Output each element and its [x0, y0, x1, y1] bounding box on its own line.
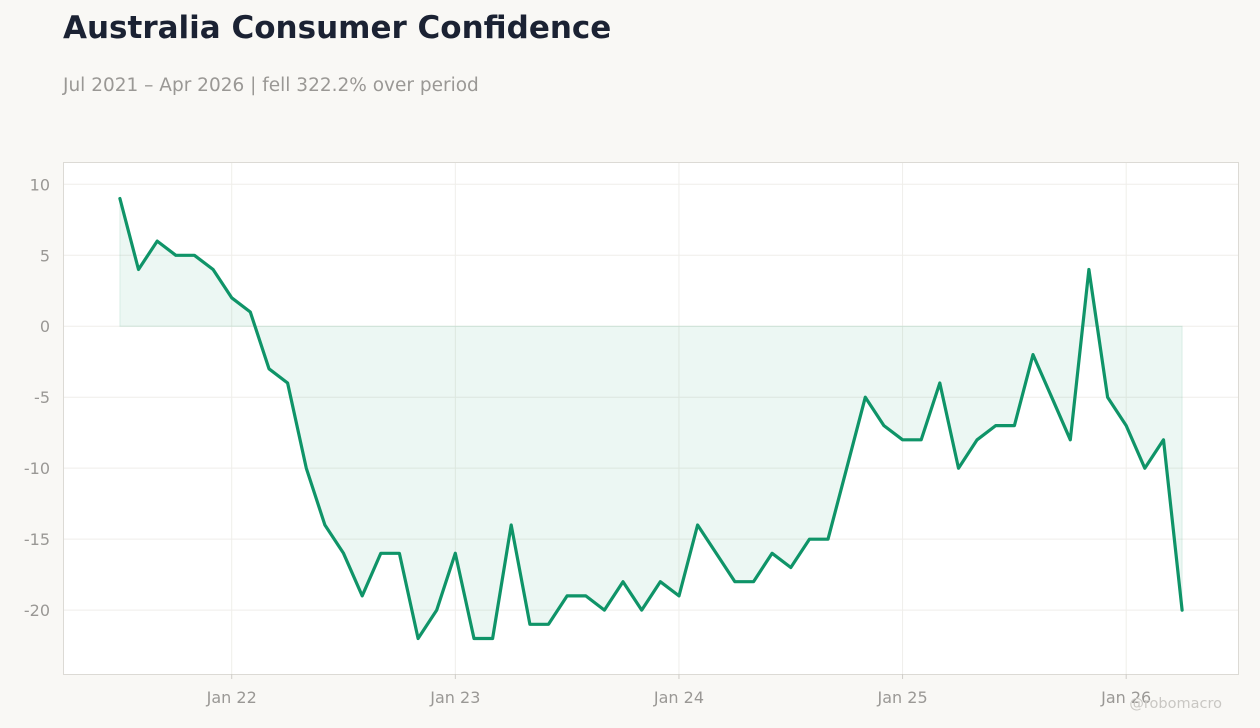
data-point — [920, 438, 923, 441]
data-point — [174, 254, 177, 257]
data-point — [957, 467, 960, 470]
data-point — [1032, 353, 1035, 356]
data-point — [566, 594, 569, 597]
x-tick-label: Jan 22 — [206, 688, 257, 707]
data-point — [882, 424, 885, 427]
data-point — [659, 580, 662, 583]
data-point — [118, 197, 121, 200]
data-point — [584, 594, 587, 597]
x-axis-tick-labels: Jan 22 Jan 23 Jan 24 Jan 25 Jan 26 — [206, 688, 1152, 707]
x-tick-label: Jan 23 — [429, 688, 480, 707]
data-point — [1125, 424, 1128, 427]
data-point — [1087, 268, 1090, 271]
data-point — [678, 594, 681, 597]
data-point — [696, 524, 699, 527]
data-point — [193, 254, 196, 257]
data-point — [622, 580, 625, 583]
data-point — [510, 524, 513, 527]
chart-title: Australia Consumer Confidence — [63, 10, 612, 46]
data-point — [268, 367, 271, 370]
data-point — [361, 594, 364, 597]
data-point — [473, 637, 476, 640]
plot-area — [63, 162, 1239, 675]
data-point — [1143, 467, 1146, 470]
chart-subtitle: Jul 2021 – Apr 2026 | fell 322.2% over p… — [63, 75, 479, 96]
y-tick-label: 10 — [30, 175, 50, 194]
data-point — [454, 552, 457, 555]
data-point — [938, 382, 941, 385]
data-point — [1181, 609, 1184, 612]
grid-lines — [64, 163, 1238, 679]
data-point — [1162, 438, 1165, 441]
data-point — [528, 623, 531, 626]
data-point — [249, 311, 252, 314]
x-tick-label: Jan 25 — [877, 688, 928, 707]
data-point — [379, 552, 382, 555]
data-point — [230, 296, 233, 299]
data-point — [342, 552, 345, 555]
data-point — [994, 424, 997, 427]
data-point — [603, 609, 606, 612]
data-point — [901, 438, 904, 441]
data-point — [864, 396, 867, 399]
data-point — [305, 467, 308, 470]
data-point — [286, 382, 289, 385]
data-point — [845, 467, 848, 470]
y-axis-tick-labels: 10 5 0 -5 -10 -15 -20 — [24, 175, 50, 620]
data-point — [1050, 396, 1053, 399]
data-point — [752, 580, 755, 583]
data-point — [976, 438, 979, 441]
x-tick-label: Jan 26 — [1100, 688, 1151, 707]
y-tick-label: 5 — [40, 246, 50, 265]
data-point — [417, 637, 420, 640]
data-point — [323, 524, 326, 527]
y-tick-label: -5 — [34, 388, 50, 407]
data-point — [1013, 424, 1016, 427]
data-point — [640, 609, 643, 612]
data-point — [827, 538, 830, 541]
data-point — [715, 552, 718, 555]
data-point — [398, 552, 401, 555]
data-point — [1106, 396, 1109, 399]
data-point — [789, 566, 792, 569]
y-tick-label: 0 — [40, 317, 50, 336]
data-point — [435, 609, 438, 612]
data-point — [137, 268, 140, 271]
data-point — [808, 538, 811, 541]
watermark: @robomacro — [1129, 696, 1222, 712]
data-point — [771, 552, 774, 555]
x-tick-label: Jan 24 — [653, 688, 704, 707]
data-point — [491, 637, 494, 640]
data-point — [733, 580, 736, 583]
data-point — [1069, 438, 1072, 441]
y-tick-label: -10 — [24, 459, 50, 478]
data-point — [156, 240, 159, 243]
series-line — [118, 196, 1184, 641]
data-point — [547, 623, 550, 626]
data-point — [212, 268, 215, 271]
y-tick-label: -15 — [24, 530, 50, 549]
y-tick-label: -20 — [24, 601, 50, 620]
